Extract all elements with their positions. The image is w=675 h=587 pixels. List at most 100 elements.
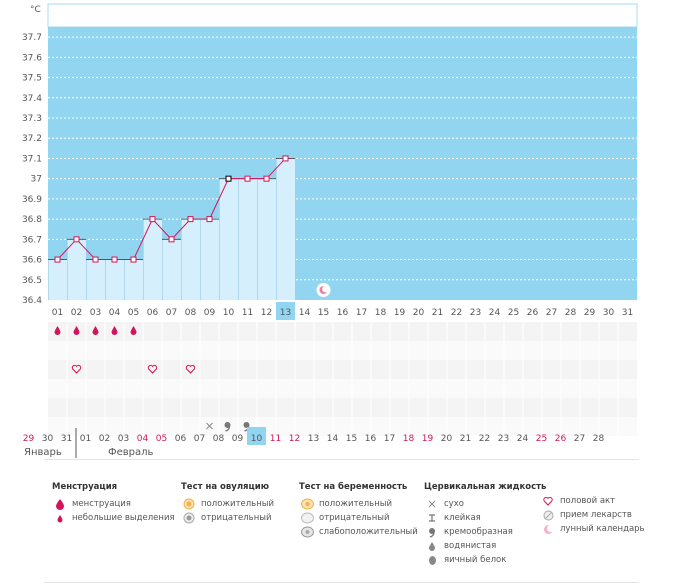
watery-icon [424, 541, 440, 551]
moon-icon [540, 524, 556, 535]
legend-pregnancy: Тест на беременность положительный отриц… [299, 482, 418, 539]
pill-icon [540, 510, 556, 521]
y-tick-label: 36.9 [22, 195, 42, 205]
symbol-row [48, 341, 637, 360]
cycle-day-label: 27 [546, 308, 557, 318]
legend-pregnancy-title: Тест на беременность [299, 482, 408, 492]
temperature-point [168, 236, 175, 243]
cycle-day-label: 24 [489, 308, 501, 318]
calendar-date-label: 09 [232, 434, 244, 444]
month-label-prev: Январь [24, 447, 62, 458]
legend-pregnancy-weak: слабоположительный [299, 525, 418, 539]
cycle-day-label: 05 [128, 308, 139, 318]
y-tick-label: 36.7 [22, 235, 42, 245]
legend-pregnancy-weak-label: слабоположительный [319, 527, 418, 537]
calendar-date-label: 31 [61, 434, 72, 444]
y-tick-label: 36.6 [22, 256, 42, 266]
plot-top-strip [47, 3, 638, 28]
temperature-point [54, 256, 61, 263]
legend-fluid-eggwhite-label: яичный белок [444, 555, 507, 565]
calendar-date-label: 11 [270, 434, 281, 444]
cycle-day-label: 16 [337, 308, 349, 318]
y-tick-label: 37.6 [22, 53, 42, 63]
temperature-bar [48, 259, 67, 300]
temperature-bar [181, 219, 200, 300]
calendar-date-label: 28 [593, 434, 605, 444]
cycle-day-label: 30 [603, 308, 615, 318]
cycle-day-label: 14 [299, 308, 311, 318]
heart-icon [147, 364, 158, 374]
temperature-bar [67, 239, 86, 300]
legend-intercourse-label: половой акт [560, 496, 616, 506]
cycle-day-label: 18 [375, 308, 387, 318]
cycle-day-label: 22 [451, 308, 462, 318]
temperature-point [92, 256, 99, 263]
pregnancy-positive-icon [299, 498, 315, 510]
calendar-date-label: 19 [422, 434, 434, 444]
calendar-date-label: 27 [574, 434, 585, 444]
temperature-point [282, 155, 289, 162]
cycle-day-label: 11 [242, 308, 253, 318]
calendar-date-label: 22 [479, 434, 490, 444]
cycle-day-label: 19 [394, 308, 406, 318]
y-tick-label: 37.7 [22, 33, 42, 43]
pregnancy-negative-icon [299, 512, 315, 524]
temperature-bar [105, 259, 124, 300]
calendar-date-label: 30 [42, 434, 54, 444]
calendar-date-label: 23 [498, 434, 509, 444]
menstruation-drop-icon [92, 326, 99, 335]
y-axis-unit: °C [30, 5, 41, 15]
temperature-bar [257, 178, 276, 300]
temperature-point [225, 175, 232, 182]
calendar-date-label: 16 [365, 434, 377, 444]
cycle-day-label: 17 [356, 308, 367, 318]
legend-fluid-sticky: клейкая [424, 511, 546, 525]
drop-small-icon [52, 513, 68, 523]
cycle-day-label: 07 [166, 308, 177, 318]
today-highlight [276, 302, 295, 320]
cycle-day-label: 08 [185, 308, 197, 318]
drop-large-icon [52, 498, 68, 510]
calendar-date-label: 07 [194, 434, 205, 444]
legend-ovulation: Тест на овуляцию положительный отрицател… [181, 482, 274, 525]
cycle-day-label: 09 [204, 308, 216, 318]
temperature-point [111, 256, 118, 263]
legend-fluid-dry: сухо [424, 497, 546, 511]
cycle-day-label: 01 [52, 308, 63, 318]
legend-fluid-title: Цервикальная жидкость [424, 482, 547, 492]
legend-separator-bottom [44, 582, 639, 583]
y-tick-label: 37.3 [22, 114, 42, 124]
legend: Менструация менструация небольшие выделе… [0, 482, 675, 587]
cycle-day-label: 15 [318, 308, 329, 318]
calendar-date-label: 15 [346, 434, 357, 444]
calendar-date-label: 01 [80, 434, 91, 444]
legend-fluid-dry-label: сухо [444, 499, 464, 509]
temperature-bar [143, 219, 162, 300]
calendar-date-label: 10 [251, 434, 263, 444]
cycle-day-label: 21 [432, 308, 443, 318]
legend-other: половой акт прием лекарств лунный календ… [540, 494, 645, 536]
legend-ovulation-negative: отрицательный [181, 511, 274, 525]
cycle-day-label: 28 [565, 308, 577, 318]
legend-pregnancy-negative-label: отрицательный [319, 513, 390, 523]
calendar-date-label: 13 [308, 434, 319, 444]
y-tick-label: 36.4 [22, 296, 42, 306]
calendar-date-label: 21 [460, 434, 471, 444]
menstruation-drop-icon [73, 326, 80, 335]
y-tick-label: 37.4 [22, 94, 42, 104]
pregnancy-weak-icon [299, 526, 315, 538]
legend-pregnancy-positive: положительный [299, 497, 418, 511]
temperature-point [149, 216, 156, 223]
heart-icon [185, 364, 196, 374]
temperature-point [263, 175, 270, 182]
calendar-date-label: 26 [555, 434, 567, 444]
creamy-icon-tail [225, 425, 231, 432]
ovulation-negative-icon [181, 512, 197, 524]
calendar-date-label: 12 [289, 434, 300, 444]
temperature-point [206, 216, 213, 223]
temperature-bar [162, 239, 181, 300]
cycle-day-label: 04 [109, 308, 121, 318]
heart-icon [540, 496, 556, 506]
eggwhite-icon [424, 555, 440, 566]
symbol-row [48, 417, 637, 436]
